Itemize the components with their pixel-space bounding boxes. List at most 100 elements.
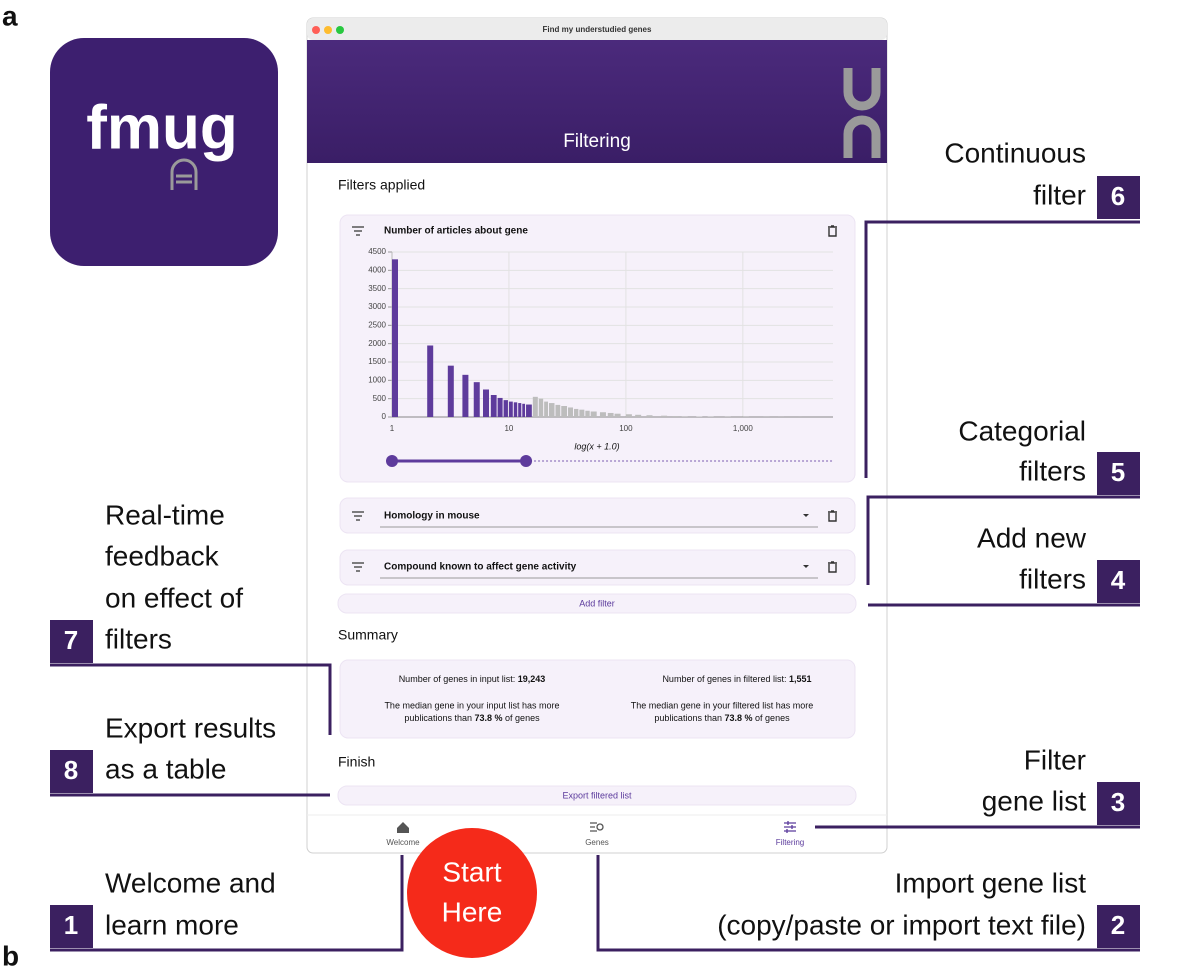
connector	[50, 663, 332, 735]
filter-title: Homology in mouse	[384, 511, 480, 522]
y-tick-label: 4500	[368, 247, 386, 256]
x-axis-label: log(x + 1.0)	[574, 441, 619, 451]
annotation-number: 4	[1111, 565, 1126, 595]
percent: 73.8 %	[475, 713, 503, 723]
count: 1,551	[789, 674, 812, 684]
y-tick-label: 2000	[368, 339, 386, 348]
bar	[522, 403, 526, 417]
filter-nav-icon[interactable]	[784, 821, 796, 833]
slider-handle[interactable]	[520, 455, 533, 467]
connector	[864, 220, 1140, 478]
filter-card	[339, 497, 856, 534]
y-tick-label: 3000	[368, 302, 386, 311]
annotation-text: Import gene list	[895, 867, 1087, 898]
annotation-number: 2	[1111, 910, 1125, 940]
text: publications than	[654, 713, 722, 723]
bar	[681, 416, 688, 417]
close-button[interactable]	[312, 26, 320, 34]
delete-icon[interactable]	[828, 225, 837, 237]
text: publications than	[404, 713, 472, 723]
annotation-text: (copy/paste or import text file)	[717, 909, 1086, 940]
y-tick-label: 1500	[368, 357, 386, 366]
bar	[508, 401, 513, 417]
button-label: Export filtered list	[562, 790, 632, 800]
percent: 73.8 %	[725, 713, 753, 723]
add-filter-button[interactable]	[337, 593, 857, 614]
dropdown-arrow[interactable]	[803, 565, 809, 568]
nav-label[interactable]: Welcome	[386, 838, 420, 847]
bar	[503, 400, 508, 417]
text: of genes	[505, 713, 540, 723]
bar	[548, 403, 555, 417]
zoom-button[interactable]	[336, 26, 344, 34]
filter-icon	[352, 226, 364, 236]
count: 19,243	[518, 674, 546, 684]
y-tick-label: 1000	[368, 375, 386, 384]
annotation-number: 5	[1111, 457, 1125, 487]
bar	[574, 408, 579, 417]
badge-text: Here	[442, 896, 503, 927]
filter-title: Compound known to affect gene activity	[384, 562, 577, 573]
bar	[538, 398, 544, 417]
y-tick-label: 4000	[368, 265, 386, 274]
filter-icon	[352, 511, 364, 521]
logo-text: fmug	[86, 93, 238, 162]
annotation-badge	[1097, 905, 1140, 948]
annotation-number: 1	[64, 910, 78, 940]
delete-icon[interactable]	[828, 561, 837, 573]
nav-label[interactable]: Genes	[585, 838, 609, 847]
filter-title: Number of articles about gene	[384, 226, 528, 237]
filter-card	[339, 549, 856, 586]
summary-text: The median gene in your input list has m…	[384, 700, 559, 710]
annotation-text: filter	[1033, 179, 1086, 210]
label: Number of genes in filtered list:	[662, 674, 786, 684]
annotation-badge	[50, 620, 93, 663]
connector	[866, 495, 1140, 585]
title-bar	[307, 18, 887, 40]
bar	[614, 413, 621, 417]
home-icon[interactable]	[397, 822, 409, 833]
y-tick-label: 0	[382, 412, 387, 421]
annotation-text: filters	[105, 623, 172, 654]
section-heading: Finish	[338, 754, 375, 770]
annotation-badge	[50, 750, 93, 793]
y-tick-label: 500	[373, 394, 387, 403]
annotation-badge	[1097, 452, 1140, 495]
bar	[661, 415, 668, 417]
panel-label: b	[2, 940, 19, 971]
filter-icon	[352, 562, 364, 572]
annotation-number: 3	[1111, 787, 1125, 817]
range-slider[interactable]	[386, 455, 833, 467]
minimize-button[interactable]	[324, 26, 332, 34]
annotation-badge	[1097, 560, 1140, 603]
y-tick-label: 3500	[368, 284, 386, 293]
annotation-number: 6	[1111, 181, 1125, 211]
genes-icon	[596, 823, 604, 831]
annotation-text: gene list	[982, 785, 1087, 816]
bar	[483, 389, 490, 417]
slider-handle[interactable]	[386, 455, 398, 467]
bar	[447, 365, 454, 417]
bar	[585, 410, 590, 417]
annotation-text: filters	[1019, 563, 1086, 594]
bar	[599, 412, 606, 417]
annotation-text: Add new	[977, 522, 1087, 553]
nav-label[interactable]: Filtering	[776, 838, 804, 847]
app-header	[307, 40, 887, 163]
annotation-text: learn more	[105, 909, 239, 940]
text: of genes	[755, 713, 790, 723]
x-tick-label: 10	[504, 424, 513, 433]
connector	[596, 855, 1140, 952]
dropdown-arrow[interactable]	[803, 514, 809, 517]
bar	[590, 411, 597, 417]
annotation-number: 7	[64, 625, 78, 655]
genes-icon[interactable]	[590, 822, 597, 832]
export-button[interactable]	[337, 785, 857, 806]
bar	[526, 404, 532, 417]
delete-icon[interactable]	[828, 510, 837, 522]
annotation-text: on effect of	[105, 582, 243, 613]
header-logo	[843, 68, 881, 158]
window-title: Find my understudied genes	[543, 25, 652, 34]
annotation-text: filters	[1019, 455, 1086, 486]
